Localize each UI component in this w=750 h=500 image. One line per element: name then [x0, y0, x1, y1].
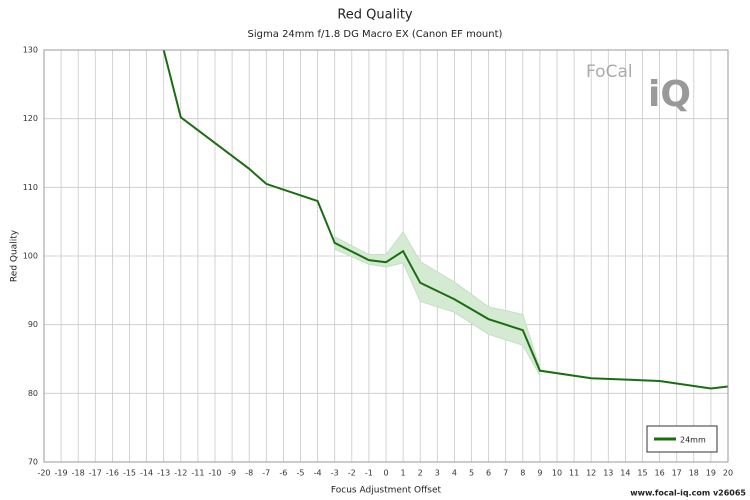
x-tick-label: 4 [452, 469, 457, 478]
chart-subtitle: Sigma 24mm f/1.8 DG Macro EX (Canon EF m… [248, 29, 503, 40]
x-tick-label: -14 [140, 469, 153, 478]
x-tick-label: 17 [672, 469, 682, 478]
x-axis-label: Focus Adjustment Offset [331, 486, 442, 496]
footer: www.focal-iq.com v26065 [630, 489, 746, 498]
x-tick-label: -3 [331, 469, 339, 478]
x-tick-label: 7 [503, 469, 508, 478]
x-tick-label: 2 [418, 469, 423, 478]
x-tick-label: 16 [655, 469, 665, 478]
x-tick-label: 20 [723, 469, 733, 478]
x-tick-label: -8 [245, 469, 253, 478]
x-tick-label: -1 [365, 469, 373, 478]
x-tick-label: -12 [174, 469, 187, 478]
x-tick-label: 9 [537, 469, 542, 478]
y-tick-label: 80 [28, 389, 38, 398]
y-tick-label: 100 [23, 252, 38, 261]
x-tick-label: 10 [552, 469, 562, 478]
x-tick-label: 19 [706, 469, 716, 478]
x-tick-label: 3 [435, 469, 440, 478]
x-tick-label: -6 [279, 469, 287, 478]
legend: 24mm [646, 425, 718, 453]
x-tick-label: -16 [106, 469, 119, 478]
plot-frame [43, 49, 729, 463]
logo: iQ [648, 74, 691, 115]
confidence-band [334, 231, 541, 378]
x-tick-label: -19 [55, 469, 68, 478]
x-tick-label: -9 [228, 469, 236, 478]
x-tick-label: 14 [620, 469, 630, 478]
x-tick-label: 18 [689, 469, 699, 478]
x-tick-label: -17 [89, 469, 102, 478]
chart-title: Red Quality [337, 8, 413, 23]
x-tick-label: 6 [486, 469, 491, 478]
x-tick-label: 8 [520, 469, 525, 478]
y-tick-label: 90 [28, 320, 38, 329]
x-tick-label: 15 [637, 469, 647, 478]
x-tick-label: -20 [37, 469, 50, 478]
x-tick-label: -18 [72, 469, 85, 478]
x-tick-label: -13 [157, 469, 170, 478]
x-tick-label: -4 [314, 469, 322, 478]
x-tick-label: -11 [191, 469, 204, 478]
plot [162, 50, 728, 390]
legend-label: 24mm [680, 436, 706, 445]
x-tick-label: 13 [603, 469, 613, 478]
grid [43, 49, 729, 463]
series-line [162, 50, 728, 390]
x-tick-label: -7 [262, 469, 270, 478]
x-tick-label: 5 [469, 469, 474, 478]
x-tick-label: -2 [348, 469, 356, 478]
y-tick-label: 70 [28, 458, 38, 467]
x-tick-label: -5 [297, 469, 305, 478]
y-tick-label: 110 [23, 183, 38, 192]
x-tick-label: -10 [208, 469, 221, 478]
y-tick-label: 130 [23, 46, 38, 55]
x-tick-label: 1 [401, 469, 406, 478]
x-tick-label: 0 [383, 469, 388, 478]
x-tick-label: -15 [123, 469, 136, 478]
x-tick-label: 11 [569, 469, 579, 478]
y-axis-label: Red Quality [10, 229, 20, 282]
x-tick-label: 12 [586, 469, 596, 478]
y-tick-label: 120 [23, 114, 38, 123]
logo: FoCal [586, 62, 633, 82]
